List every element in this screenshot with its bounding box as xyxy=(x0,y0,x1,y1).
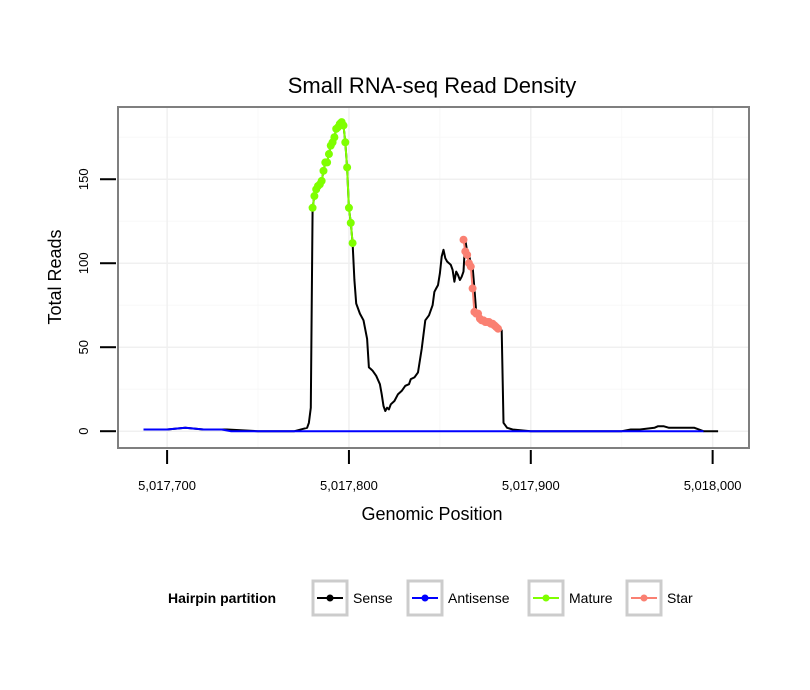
legend-key-dot xyxy=(326,594,334,602)
series-antisense xyxy=(143,426,704,433)
legend-item-sense: Sense xyxy=(311,579,393,617)
y-axis-title: Total Reads xyxy=(45,229,65,324)
data-point-star xyxy=(468,284,477,293)
data-point-mature xyxy=(317,176,326,185)
chart-title: Small RNA-seq Read Density xyxy=(288,73,577,98)
series-line-antisense xyxy=(143,426,704,433)
x-tick-label: 5,018,000 xyxy=(684,478,742,493)
legend-items: Sense Antisense Mature Star xyxy=(311,579,693,617)
series-layer xyxy=(143,118,719,433)
data-point-mature xyxy=(319,166,328,175)
x-tick-label: 5,017,700 xyxy=(138,478,196,493)
y-tick-label: 0 xyxy=(76,428,91,435)
data-point-mature xyxy=(348,239,357,248)
panel-border xyxy=(117,106,750,449)
data-point-star xyxy=(494,324,503,333)
legend-label: Mature xyxy=(569,590,613,606)
legend-item-star: Star xyxy=(625,579,693,617)
data-point-mature xyxy=(310,192,319,201)
series-mature xyxy=(308,118,357,248)
data-point-star xyxy=(459,235,468,244)
data-point-mature xyxy=(323,158,332,167)
legend-title: Hairpin partition xyxy=(168,590,276,606)
data-point-star xyxy=(466,262,475,271)
data-point-mature xyxy=(344,203,353,212)
plot-panel xyxy=(117,106,750,449)
data-point-mature xyxy=(341,138,350,147)
legend-item-antisense: Antisense xyxy=(406,579,510,617)
y-axis: 0 50 100 150 xyxy=(76,168,116,435)
legend: Hairpin partition Sense Antisense Mature St… xyxy=(168,579,693,617)
x-axis: 5,017,700 5,017,800 5,017,900 5,018,000 xyxy=(138,450,742,493)
y-tick-label: 100 xyxy=(76,252,91,274)
legend-key-dot xyxy=(542,594,550,602)
y-tick-label: 50 xyxy=(76,340,91,354)
data-point-mature xyxy=(308,203,317,212)
data-point-mature xyxy=(346,218,355,227)
series-star xyxy=(459,235,503,333)
data-point-mature xyxy=(343,163,352,172)
panel-background xyxy=(118,107,749,448)
data-point-mature xyxy=(339,121,348,130)
x-tick-label: 5,017,800 xyxy=(320,478,378,493)
y-tick-label: 150 xyxy=(76,168,91,190)
data-point-mature xyxy=(330,133,339,142)
data-point-star xyxy=(463,250,472,259)
legend-key-dot xyxy=(640,594,648,602)
data-point-mature xyxy=(324,150,333,159)
x-tick-label: 5,017,900 xyxy=(502,478,560,493)
legend-key-dot xyxy=(421,594,429,602)
x-axis-title: Genomic Position xyxy=(361,504,502,524)
legend-label: Sense xyxy=(353,590,393,606)
legend-item-mature: Mature xyxy=(527,579,613,617)
legend-label: Star xyxy=(667,590,693,606)
legend-label: Antisense xyxy=(448,590,510,606)
